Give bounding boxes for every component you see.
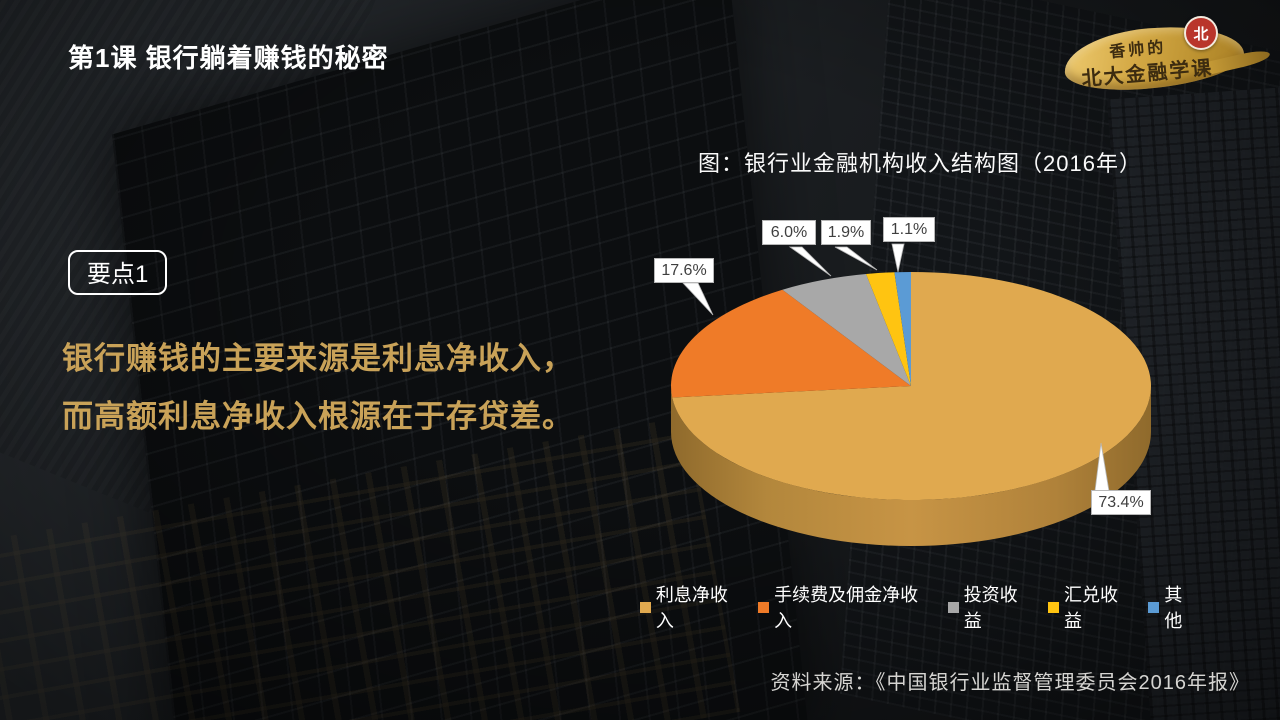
logo-line2: 北大金融学课 <box>1080 57 1215 91</box>
pie-slice-2 <box>782 274 911 386</box>
pointer-1-1 <box>891 243 905 273</box>
lesson-title: 第1课 银行躺着赚钱的秘密 <box>68 43 389 73</box>
callout-pointers <box>682 243 1110 492</box>
pie-slice-0 <box>672 272 1151 501</box>
legend-label: 汇兑收益 <box>1064 585 1118 631</box>
legend-label: 手续费及佣金净收入 <box>774 585 919 631</box>
course-logo: 香帅的 北大金融学课 北 <box>1058 14 1258 100</box>
pointer-17-6 <box>682 282 714 316</box>
key-point-line1: 银行赚钱的主要来源是利息净收入， <box>62 341 574 376</box>
pie-slice-1 <box>671 289 911 398</box>
pie-chart-panel: 图：银行业金融机构收入结构图（2016年） <box>640 140 1200 631</box>
data-label-fee-income: 17.6% <box>654 258 714 283</box>
legend-label: 其他 <box>1164 585 1183 631</box>
legend-swatch-orange <box>758 601 770 613</box>
legend-swatch-yellow <box>1048 601 1059 613</box>
pie-slice-4 <box>894 272 911 386</box>
chart-legend: 利息净收入 手续费及佣金净收入 投资收益 汇兑收益 其他 <box>640 581 1200 633</box>
legend-swatch-gray <box>947 601 959 613</box>
legend-item-net-interest: 利息净收入 <box>640 581 745 633</box>
source-note: 资料来源：《中国银行业监督管理委员会2016年报》 <box>770 672 1250 694</box>
pointer-6-0 <box>788 246 832 277</box>
pie-slice-3 <box>866 272 911 386</box>
legend-item-other: 其他 <box>1148 581 1200 633</box>
university-seal-icon: 北 <box>1184 16 1218 50</box>
chart-title: 图：银行业金融机构收入结构图（2016年） <box>698 151 1142 176</box>
pie-slices <box>671 272 1151 546</box>
key-point-badge: 要点1 <box>68 250 168 295</box>
legend-label: 投资收益 <box>963 585 1018 631</box>
pie-chart-3d <box>671 243 1151 546</box>
legend-item-investment: 投资收益 <box>947 581 1035 633</box>
legend-label: 利息净收入 <box>655 585 728 631</box>
data-label-fx-income: 1.9% <box>821 220 871 245</box>
legend-swatch-gold <box>640 601 651 613</box>
key-point-text: 银行赚钱的主要来源是利息净收入， 而高额利息净收入根源在于存贷差。 <box>62 330 574 446</box>
pie-side <box>671 386 1151 546</box>
legend-item-fee-commission: 手续费及佣金净收入 <box>758 581 935 633</box>
data-label-other-income: 1.1% <box>883 217 935 242</box>
logo-text: 香帅的 北大金融学课 <box>1055 5 1262 108</box>
pointer-1-9 <box>834 246 878 271</box>
data-label-net-interest-income: 73.4% <box>1091 490 1151 515</box>
data-label-investment-income: 6.0% <box>762 220 816 245</box>
legend-item-fx: 汇兑收益 <box>1048 581 1135 633</box>
legend-swatch-blue <box>1148 601 1160 613</box>
key-point-line2: 而高额利息净收入根源在于存贷差。 <box>62 399 574 434</box>
